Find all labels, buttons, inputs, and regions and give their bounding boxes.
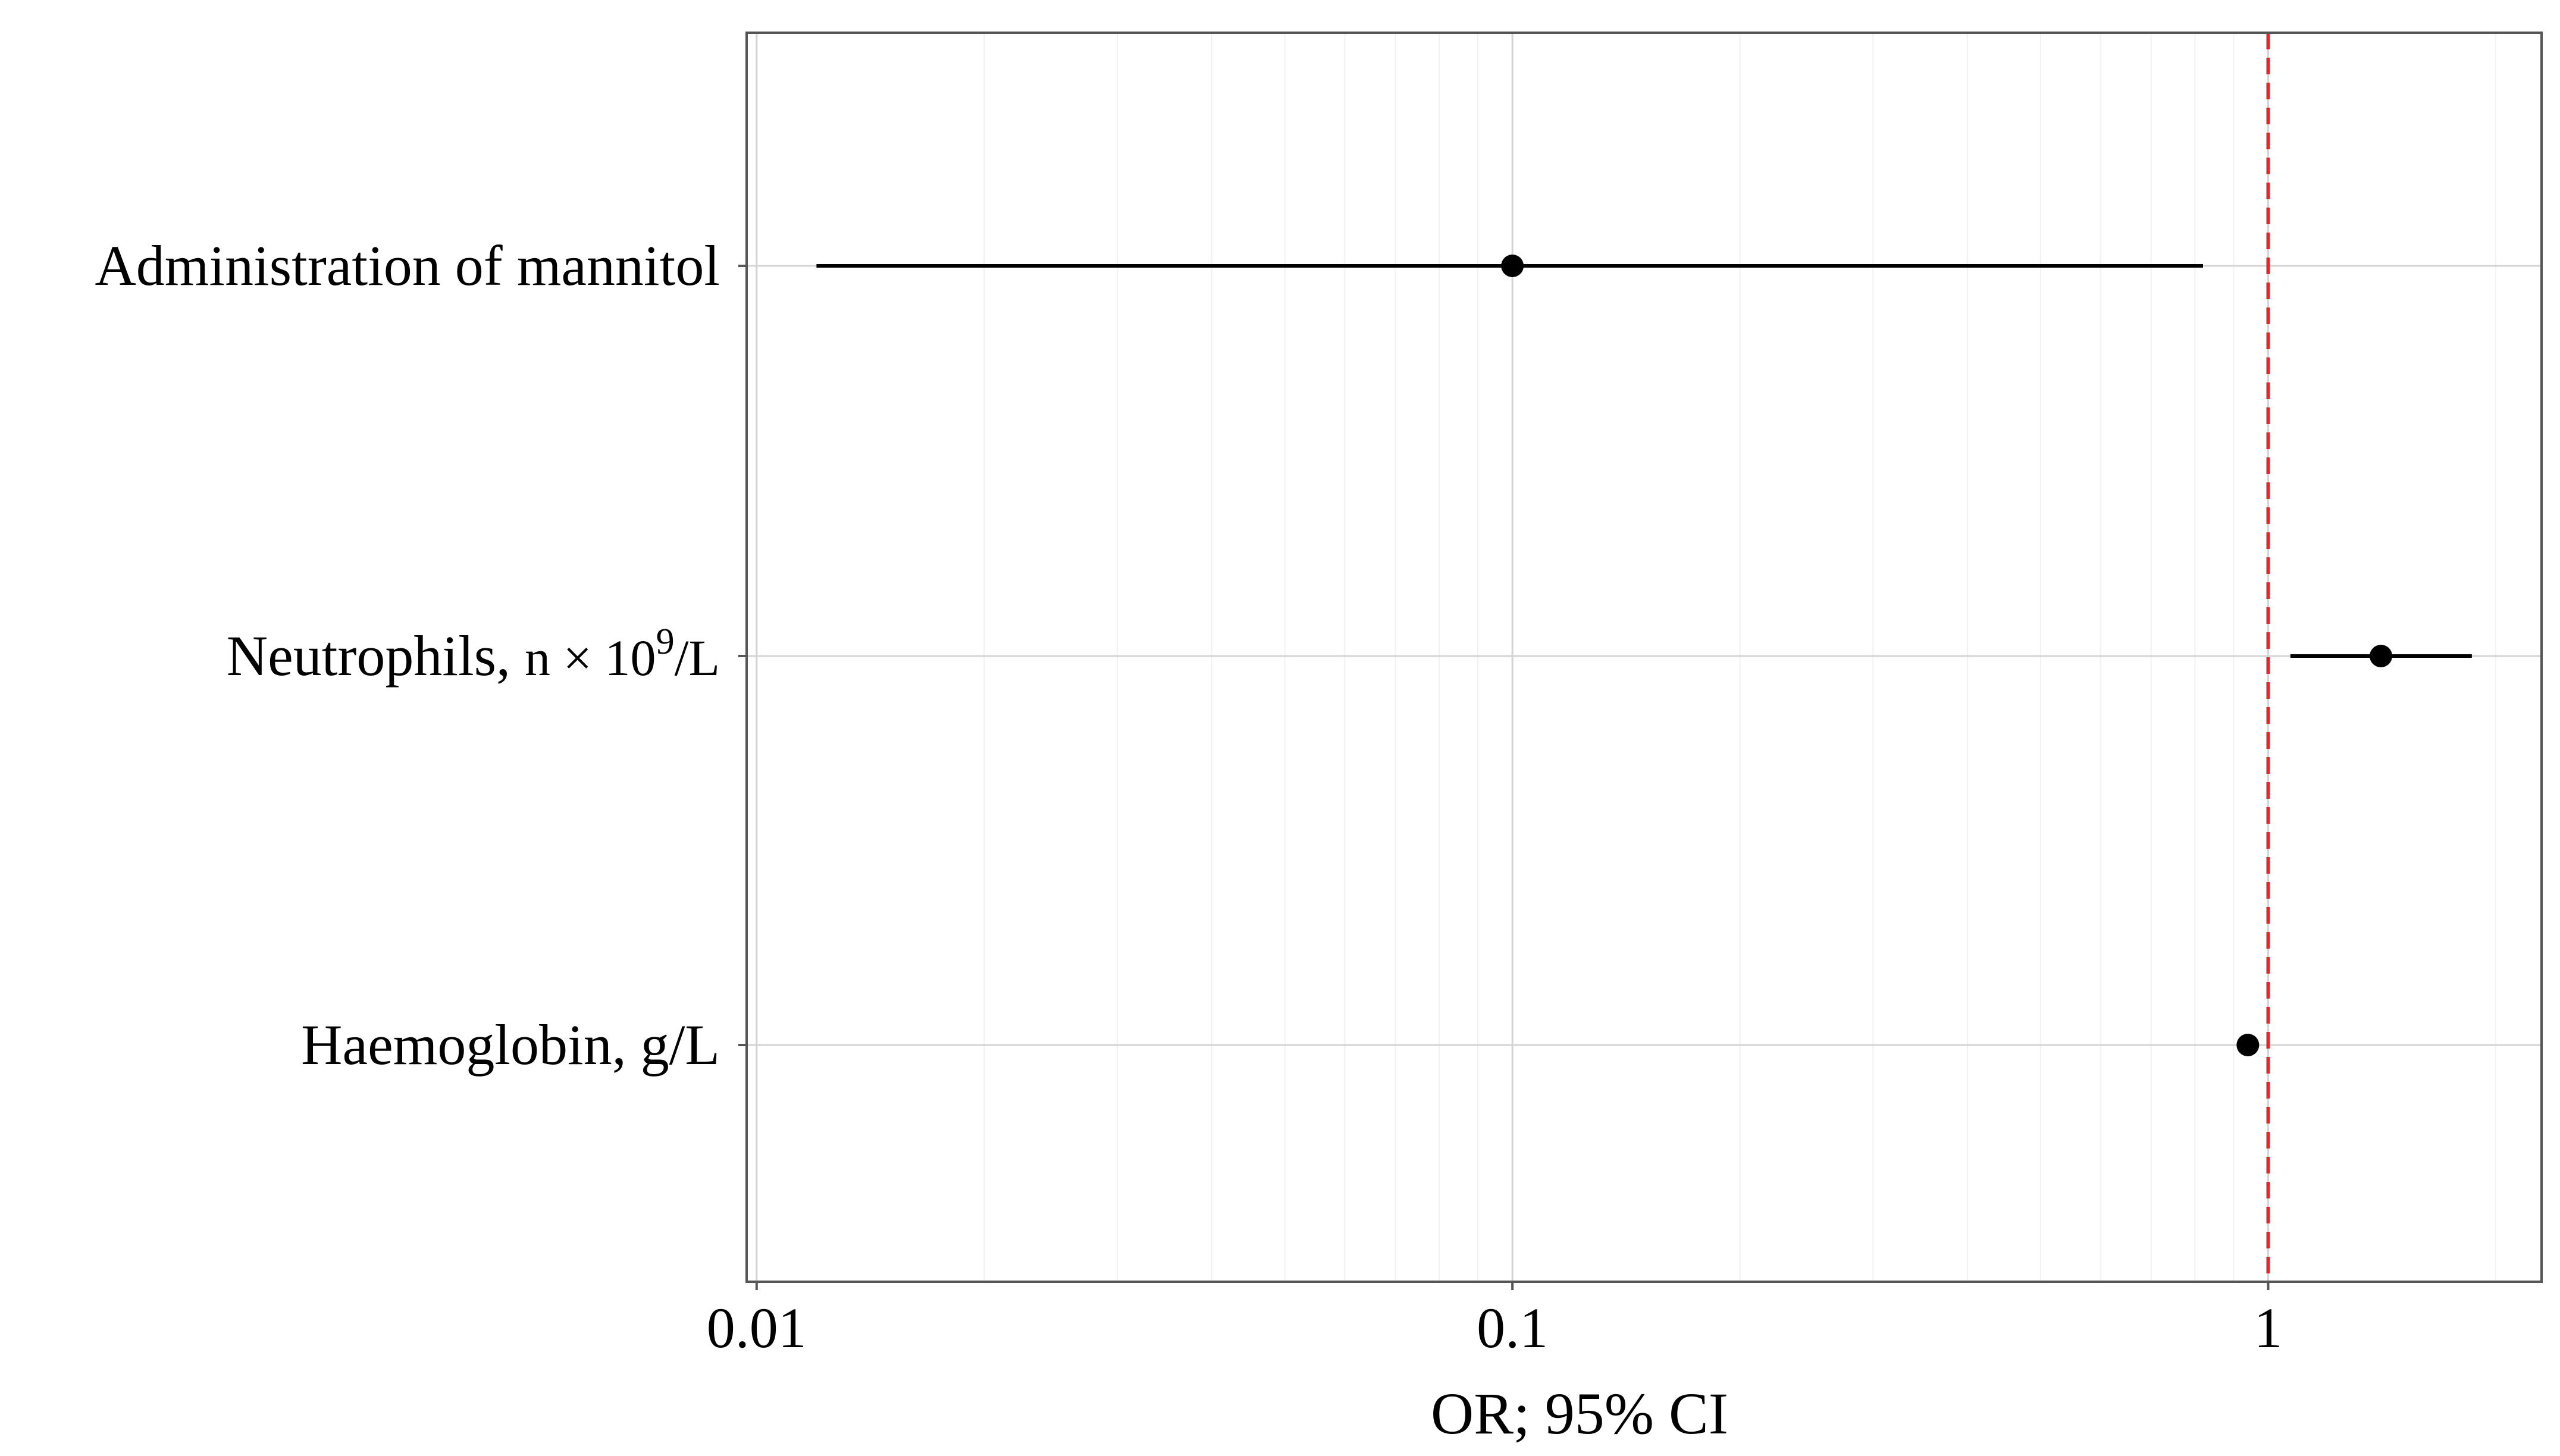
- x-axis-tick-marks: [755, 1282, 2270, 1290]
- row-label-neutrophils-sup: 9: [656, 622, 675, 662]
- point-estimate-1: [2370, 645, 2393, 667]
- y-axis-tick-marks: [738, 265, 747, 1046]
- row-label-neutrophils-suffix: /L: [675, 629, 720, 686]
- point-estimates: [1501, 255, 2393, 1056]
- row-label-neutrophils: Neutrophils, n × 109/L: [227, 622, 720, 688]
- point-estimate-0: [1501, 255, 1524, 277]
- x-tick-label-2: 1: [2254, 1296, 2282, 1360]
- x-axis-tick-labels: 0.01 0.1 1: [707, 1296, 2283, 1360]
- x-tick-label-1: 0.1: [1477, 1296, 1548, 1360]
- row-label-haemoglobin: Haemoglobin, g/L: [301, 1013, 720, 1077]
- row-label-neutrophils-main: Neutrophils,: [227, 624, 525, 688]
- x-tick-label-0: 0.01: [707, 1296, 807, 1360]
- y-axis-row-labels: Administration of mannitol Neutrophils, …: [95, 234, 720, 1077]
- x-axis-title: OR; 95% CI: [1431, 1380, 1728, 1446]
- point-estimate-2: [2236, 1034, 2260, 1056]
- row-label-neutrophils-unit: n × 10: [525, 629, 656, 686]
- row-label-mannitol: Administration of mannitol: [95, 234, 720, 297]
